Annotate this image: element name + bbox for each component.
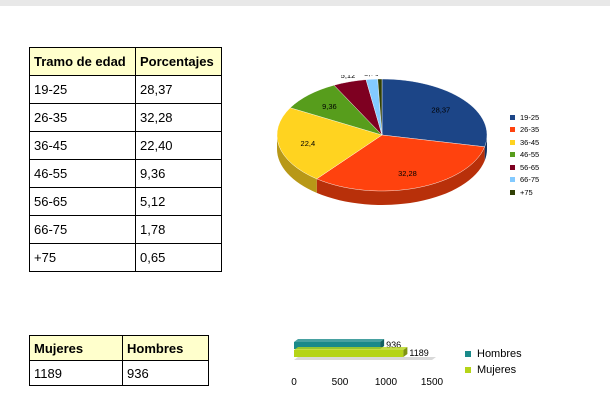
- age-range-cell: 26-35: [29, 103, 136, 132]
- x-tick-label: 0: [291, 377, 297, 388]
- x-tick-label: 1000: [375, 377, 398, 388]
- header-hombres: Hombres: [122, 335, 209, 361]
- pie-data-label: 28,37: [431, 106, 450, 115]
- pie-slice-side: [316, 146, 485, 205]
- legend-item: 19-25: [510, 111, 539, 124]
- pie-slice: [377, 78, 383, 136]
- legend-label: 26-35: [520, 125, 540, 135]
- table-row: 46-55 9,36: [29, 159, 222, 188]
- legend-label: 56-65: [520, 162, 540, 172]
- legend-label: Mujeres: [477, 364, 517, 376]
- legend-swatch: [465, 367, 471, 373]
- gender-bar-chart: 936 1189 0 500 1000 1500: [291, 339, 444, 388]
- age-range-cell: 66-75: [29, 215, 136, 244]
- age-range-cell: +75: [29, 243, 136, 272]
- percentage-cell: 0,65: [135, 243, 222, 272]
- bar-top: [294, 339, 385, 342]
- mujeres-value: 1189: [29, 360, 123, 386]
- percentage-cell: 5,12: [135, 187, 222, 216]
- age-pie-chart: 28,37 32,28 22,4 9,36 5,12 1,780,65: [276, 75, 488, 205]
- legend-swatch: [510, 114, 515, 120]
- legend-label: +75: [520, 187, 533, 197]
- legend-item: Hombres: [465, 346, 522, 362]
- bar-top: [294, 347, 408, 350]
- legend-swatch: [465, 351, 471, 357]
- gender-table-header: Mujeres Hombres: [29, 335, 209, 361]
- bar-data-label: 936: [386, 340, 401, 350]
- percentage-cell: 9,36: [135, 159, 222, 188]
- table-row: 26-35 32,28: [29, 103, 222, 132]
- age-range-cell: 56-65: [29, 187, 136, 216]
- legend-label: 66-75: [520, 175, 540, 185]
- pie-data-label: 9,36: [322, 102, 337, 111]
- bar-chart-floor: [294, 357, 436, 360]
- bar: [294, 350, 404, 357]
- top-bar: [0, 0, 610, 6]
- gender-table-row: 1189 936: [29, 360, 209, 386]
- legend-item: 46-55: [510, 149, 539, 162]
- legend-item: Mujeres: [465, 362, 522, 378]
- age-range-cell: 36-45: [29, 131, 136, 160]
- table-row: 36-45 22,40: [29, 131, 222, 160]
- percentage-cell: 32,28: [135, 103, 222, 132]
- pie-data-label: 0,65: [372, 75, 387, 77]
- legend-item: 26-35: [510, 124, 539, 137]
- legend-swatch: [510, 177, 515, 183]
- bar-end: [380, 339, 385, 349]
- bar-end: [403, 347, 408, 357]
- legend-label: Hombres: [477, 348, 522, 360]
- pie-legend: 19-25 26-35 36-45 46-55 56-65 66-75 +75: [510, 111, 539, 199]
- legend-swatch: [510, 164, 515, 170]
- pie-slice-side: [277, 135, 317, 193]
- age-range-table: Tramo de edad Porcentajes 19-25 28,37 26-35…: [29, 47, 222, 272]
- percentage-cell: 28,37: [135, 75, 222, 104]
- legend-item: 66-75: [510, 174, 539, 187]
- header-mujeres: Mujeres: [29, 335, 123, 361]
- pie-slice: [381, 78, 488, 148]
- pie-data-label: 32,28: [398, 169, 417, 178]
- legend-item: 36-45: [510, 136, 539, 149]
- gender-table: Mujeres Hombres 1189 936: [29, 335, 209, 386]
- legend-swatch: [510, 139, 515, 145]
- legend-swatch: [510, 152, 515, 158]
- age-table-header: Tramo de edad Porcentajes: [29, 47, 222, 76]
- pie-data-label: 1,78: [364, 75, 379, 77]
- x-tick-label: 500: [332, 377, 349, 388]
- percentage-cell: 1,78: [135, 215, 222, 244]
- pie-data-label: 5,12: [341, 75, 356, 80]
- pie-data-label: 22,4: [301, 139, 316, 148]
- pie-slice: [276, 107, 383, 180]
- x-tick-label: 1500: [421, 377, 444, 388]
- bar-legend: Hombres Mujeres: [465, 346, 522, 378]
- age-table-header-cell: Tramo de edad: [29, 47, 136, 76]
- legend-swatch: [510, 189, 515, 195]
- legend-item: +75: [510, 186, 539, 199]
- legend-label: 46-55: [520, 150, 540, 160]
- pie-slice: [316, 134, 485, 192]
- hombres-value: 936: [122, 360, 209, 386]
- legend-label: 19-25: [520, 112, 540, 122]
- legend-item: 56-65: [510, 161, 539, 174]
- table-row: 56-65 5,12: [29, 187, 222, 216]
- bar: [294, 342, 381, 349]
- table-row: 19-25 28,37: [29, 75, 222, 104]
- age-table-header-cell: Porcentajes: [135, 47, 222, 76]
- percentage-cell: 22,40: [135, 131, 222, 160]
- table-row: +75 0,65: [29, 243, 222, 272]
- table-row: 66-75 1,78: [29, 215, 222, 244]
- legend-label: 36-45: [520, 137, 540, 147]
- legend-swatch: [510, 127, 515, 133]
- age-range-cell: 46-55: [29, 159, 136, 188]
- bar-data-label: 1189: [409, 348, 428, 358]
- age-range-cell: 19-25: [29, 75, 136, 104]
